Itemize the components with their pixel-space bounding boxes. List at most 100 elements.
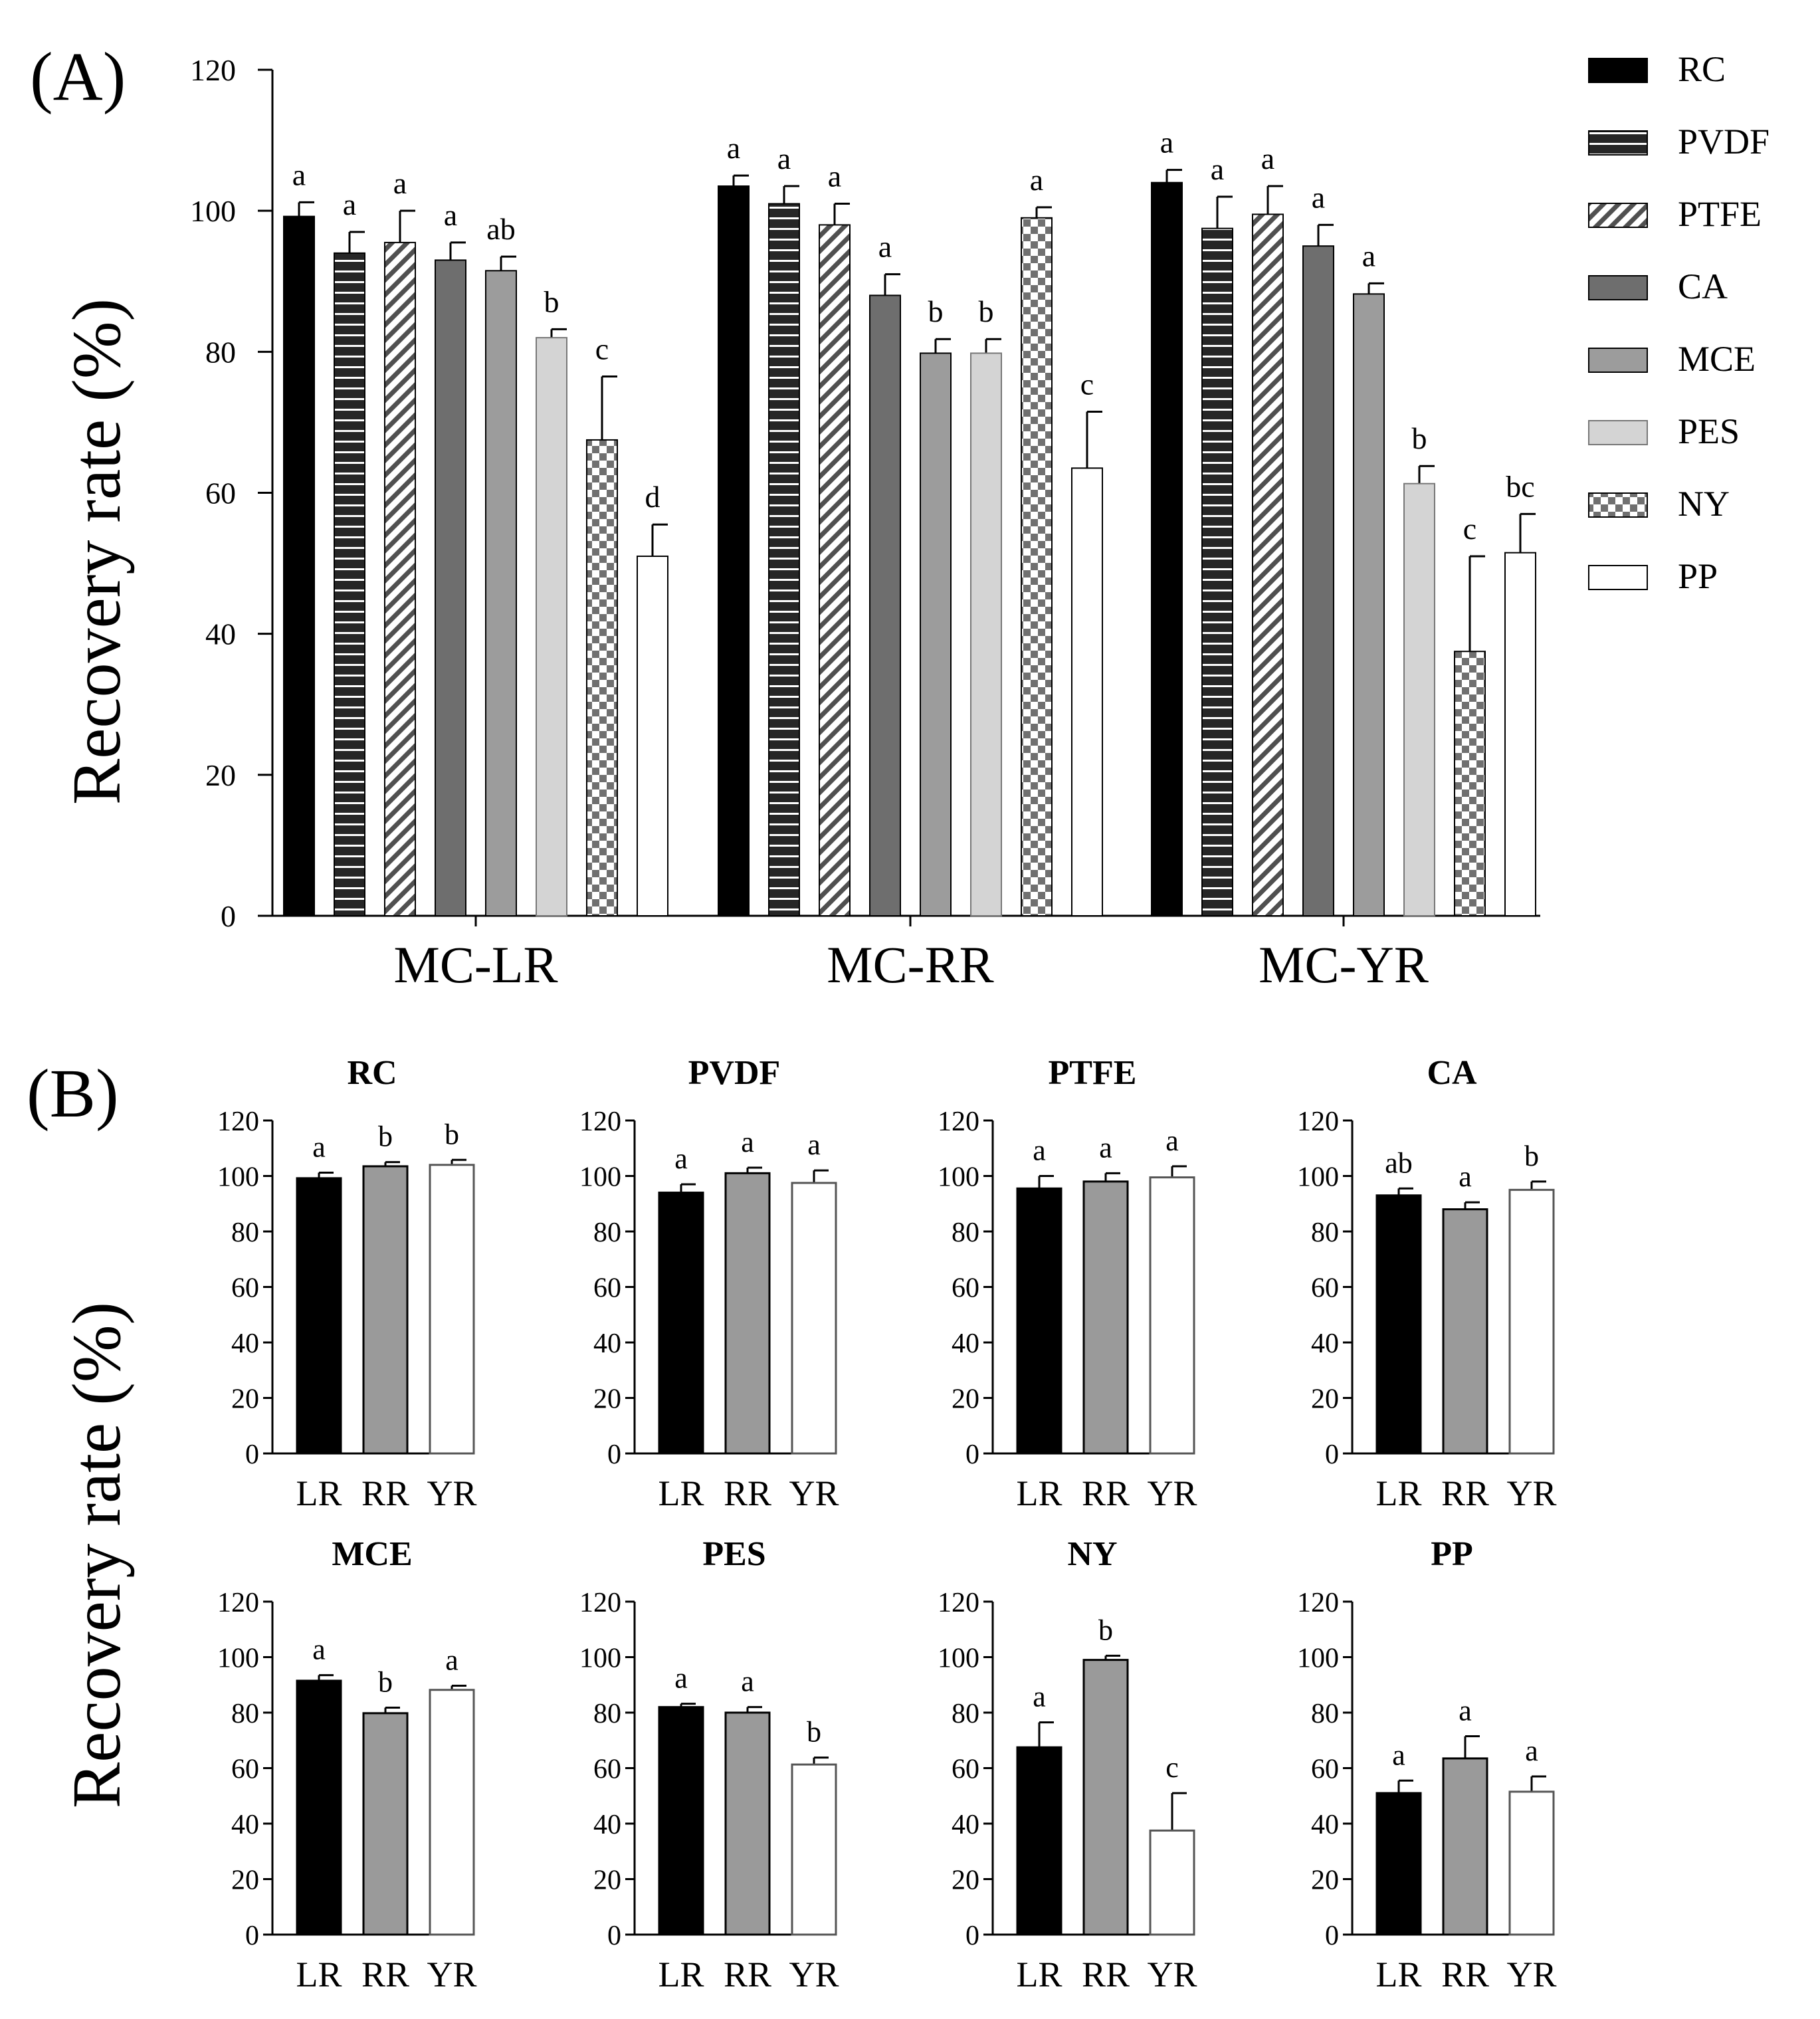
panel-a-y-tick-label: 60 xyxy=(205,477,236,510)
subchart-y-tick-label-pp: 60 xyxy=(1311,1754,1339,1785)
panel-a-y-tick-label: 0 xyxy=(221,899,236,933)
letter-mc-rr-ny: a xyxy=(1030,163,1043,197)
subchart-y-tick-label-ny: 120 xyxy=(938,1588,979,1618)
subchart-y-tick-label-ptfe: 40 xyxy=(952,1328,979,1359)
subchart-y-tick-label-ny: 40 xyxy=(952,1810,979,1840)
bar-mc-lr-ptfe xyxy=(384,241,416,916)
letter-mce-lr: a xyxy=(312,1634,326,1666)
bar-mc-lr-pvdf xyxy=(334,252,365,917)
subchart-y-tick-label-ptfe: 60 xyxy=(952,1273,979,1304)
letter-mc-lr-ptfe: a xyxy=(393,166,407,200)
letter-mc-lr-pes: b xyxy=(544,284,559,318)
subchart-x-label-pvdf-lr: LR xyxy=(658,1473,704,1513)
panel-b-y-axis-title: Recovery rate (%) xyxy=(58,1302,135,1808)
subchart-y-tick-label-ca: 80 xyxy=(1311,1218,1339,1248)
letter-pp-lr: a xyxy=(1392,1739,1405,1771)
subchart-x-label-rc-lr: LR xyxy=(296,1473,342,1513)
subchart-y-tick-label-pvdf: 80 xyxy=(593,1218,621,1248)
bar-mc-rr-pes xyxy=(970,352,1002,916)
bar-mc-rr-pvdf xyxy=(768,203,800,916)
panel-a-category-label: MC-LR xyxy=(393,936,557,994)
subchart-x-label-ptfe-lr: LR xyxy=(1016,1473,1062,1513)
subchart-x-label-ny-lr: LR xyxy=(1016,1955,1062,1994)
bar-ptfe-lr xyxy=(1016,1187,1062,1455)
panel-a-y-tick-label: 100 xyxy=(190,194,236,228)
bar-pp-lr xyxy=(1375,1792,1422,1936)
subchart-y-tick-label-pes: 0 xyxy=(607,1921,621,1951)
letter-ny-rr: b xyxy=(1098,1614,1113,1646)
panel-b-label: (B) xyxy=(27,1055,119,1132)
subchart-y-tick-label-pes: 20 xyxy=(593,1865,621,1896)
subchart-mce: MCE 0 20 40 60 80 100 120 a LR b RR a YR xyxy=(217,1535,477,1994)
letter-rc-rr: b xyxy=(378,1120,393,1153)
bar-ptfe-rr xyxy=(1082,1180,1129,1455)
subchart-pvdf: PVDF 0 20 40 60 80 100 120 a LR a RR a YR xyxy=(579,1054,839,1513)
subchart-x-label-rc-yr: YR xyxy=(427,1473,476,1513)
letter-pp-yr: a xyxy=(1525,1735,1538,1767)
panel-a-y-axis-title: Recovery rate (%) xyxy=(58,298,135,805)
bar-pvdf-rr xyxy=(724,1172,771,1455)
letter-mc-yr-pp: bc xyxy=(1506,469,1534,503)
letter-pes-yr: b xyxy=(807,1716,821,1749)
legend-swatch-ptfe xyxy=(1588,203,1648,228)
subchart-y-tick-label-pes: 80 xyxy=(593,1699,621,1729)
letter-ptfe-lr: a xyxy=(1033,1134,1046,1167)
bar-ca-lr xyxy=(1375,1194,1422,1455)
letter-ny-yr: c xyxy=(1165,1751,1179,1784)
subchart-x-label-ca-rr: RR xyxy=(1441,1473,1489,1513)
panel-a-y-tick-label: 20 xyxy=(205,758,236,792)
panel-b-charts: RC 0 20 40 60 80 100 120 a LR b RR b YR PVDF 0 20 40 60 80 1… xyxy=(217,1054,1557,1994)
letter-mc-yr-ptfe: a xyxy=(1261,142,1274,175)
subchart-y-tick-label-pvdf: 120 xyxy=(579,1107,621,1137)
panel-a-category-label: MC-YR xyxy=(1259,936,1429,994)
subchart-title-pp: PP xyxy=(1431,1535,1473,1573)
subchart-pp: PP 0 20 40 60 80 100 120 a LR a RR a YR xyxy=(1297,1535,1557,1994)
bar-mc-rr-ny xyxy=(1021,217,1053,916)
subchart-ptfe: PTFE 0 20 40 60 80 100 120 a LR a RR a YR xyxy=(938,1054,1197,1513)
letter-pvdf-yr: a xyxy=(807,1128,821,1161)
bar-rc-lr xyxy=(296,1177,342,1455)
subchart-y-tick-label-pp: 0 xyxy=(1325,1921,1339,1951)
subchart-y-tick-label-mce: 20 xyxy=(231,1865,259,1896)
subchart-y-tick-label-pes: 120 xyxy=(579,1588,621,1618)
subchart-title-pvdf: PVDF xyxy=(688,1054,781,1092)
subchart-y-tick-label-ca: 60 xyxy=(1311,1273,1339,1304)
subchart-y-tick-label-ca: 20 xyxy=(1311,1384,1339,1415)
letter-mc-rr-pvdf: a xyxy=(777,142,791,175)
letter-mce-rr: b xyxy=(378,1665,393,1698)
legend-label-pvdf: PVDF xyxy=(1678,122,1769,161)
subchart-y-tick-label-pp: 40 xyxy=(1311,1810,1339,1840)
subchart-y-tick-label-rc: 40 xyxy=(231,1328,259,1359)
legend-label-pp: PP xyxy=(1678,556,1718,596)
subchart-y-tick-label-pp: 120 xyxy=(1297,1588,1339,1618)
letter-mc-lr-pp: d xyxy=(645,480,660,514)
panel-a-y-tick-label: 40 xyxy=(205,617,236,651)
bar-mc-yr-ny xyxy=(1454,651,1486,916)
subchart-x-label-mce-rr: RR xyxy=(361,1955,409,1994)
subchart-y-tick-label-mce: 0 xyxy=(245,1921,259,1951)
bar-mc-rr-pp xyxy=(1071,467,1103,916)
subchart-y-tick-label-ptfe: 80 xyxy=(952,1218,979,1248)
letter-mc-lr-ca: a xyxy=(444,198,457,232)
subchart-x-label-ptfe-rr: RR xyxy=(1082,1473,1130,1513)
subchart-y-tick-label-rc: 80 xyxy=(231,1218,259,1248)
letter-pvdf-rr: a xyxy=(741,1126,754,1158)
subchart-y-tick-label-rc: 120 xyxy=(217,1107,259,1137)
bar-ny-yr xyxy=(1149,1829,1195,1936)
subchart-x-label-pp-lr: LR xyxy=(1375,1955,1421,1994)
subchart-x-label-pes-lr: LR xyxy=(658,1955,704,1994)
letter-mc-lr-ny: c xyxy=(595,332,609,366)
subchart-y-tick-label-pes: 60 xyxy=(593,1754,621,1785)
letter-ca-rr: a xyxy=(1459,1160,1472,1193)
panel-a-y-tick-label: 120 xyxy=(190,53,236,87)
letter-mc-rr-ptfe: a xyxy=(828,159,841,193)
subchart-ny: NY 0 20 40 60 80 100 120 a LR b RR c YR xyxy=(938,1535,1197,1994)
subchart-y-tick-label-ny: 100 xyxy=(938,1644,979,1674)
subchart-title-ny: NY xyxy=(1067,1535,1117,1573)
subchart-x-label-ca-yr: YR xyxy=(1506,1473,1556,1513)
bar-pvdf-lr xyxy=(658,1192,704,1455)
letter-pp-rr: a xyxy=(1459,1694,1472,1727)
subchart-y-tick-label-ny: 20 xyxy=(952,1865,979,1896)
subchart-x-label-mce-lr: LR xyxy=(296,1955,342,1994)
